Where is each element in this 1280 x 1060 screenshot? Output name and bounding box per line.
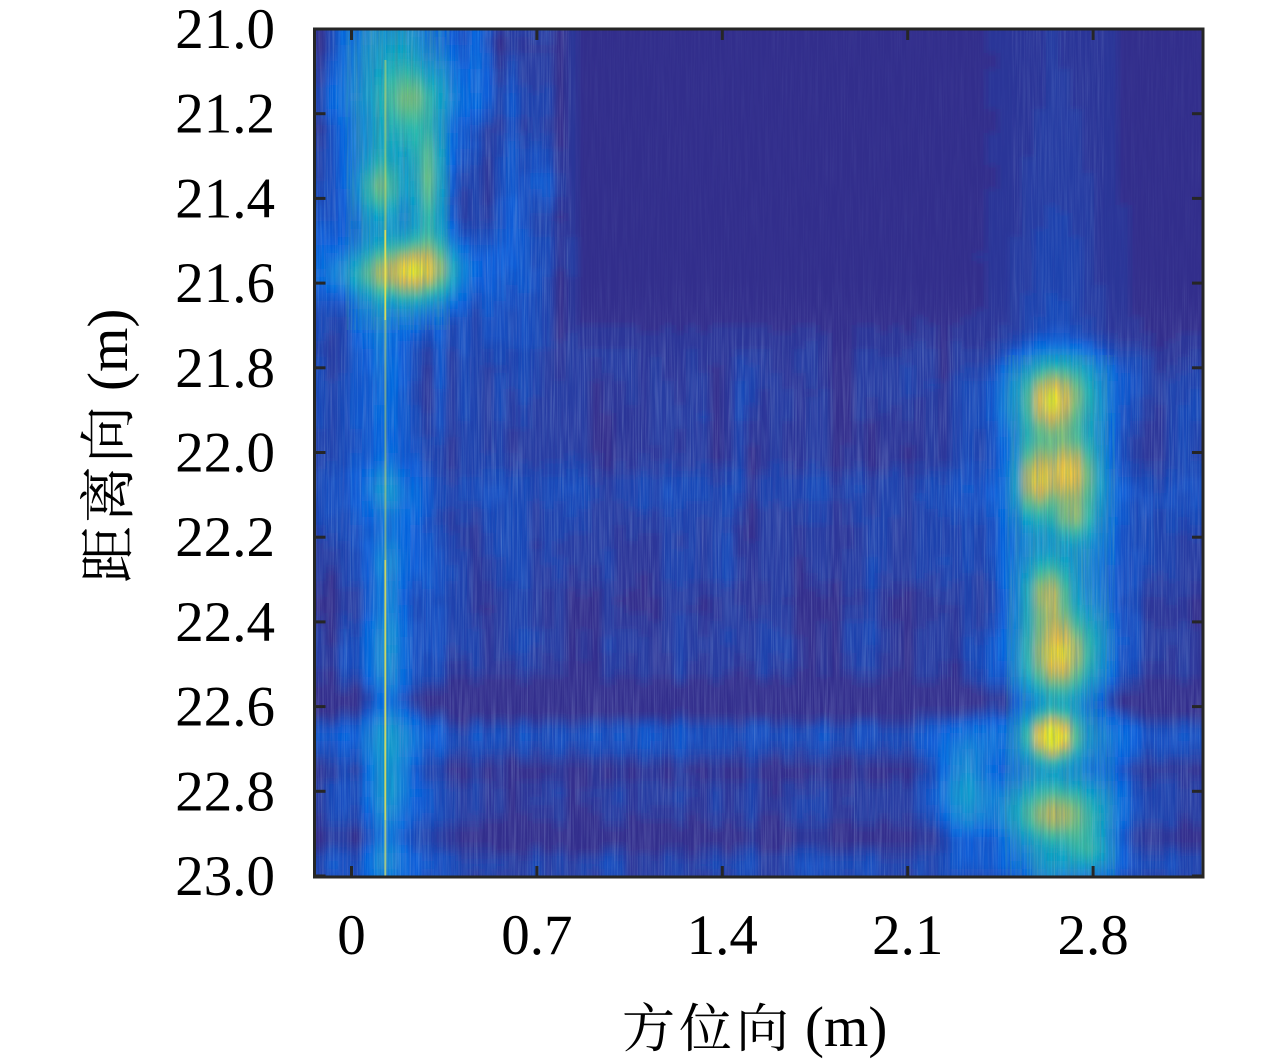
svg-text:0.7: 0.7 [501,904,572,967]
svg-text:21.0: 21.0 [175,0,275,61]
svg-text:(m): (m) [805,996,887,1059]
svg-text:(m): (m) [77,309,140,391]
svg-text:0: 0 [337,904,366,967]
svg-text:21.2: 21.2 [175,83,275,146]
svg-text:22.8: 22.8 [175,760,275,823]
svg-text:23.0: 23.0 [175,845,275,908]
svg-text:21.6: 21.6 [175,252,275,315]
svg-text:1.4: 1.4 [687,904,758,967]
svg-text:22.0: 22.0 [175,422,275,485]
svg-text:22.2: 22.2 [175,506,275,569]
svg-text:22.4: 22.4 [175,591,275,654]
svg-text:21.8: 21.8 [175,337,275,400]
svg-text:2.1: 2.1 [872,904,943,967]
svg-text:2.8: 2.8 [1057,904,1128,967]
svg-text:21.4: 21.4 [175,167,275,230]
svg-text:22.6: 22.6 [175,676,275,739]
